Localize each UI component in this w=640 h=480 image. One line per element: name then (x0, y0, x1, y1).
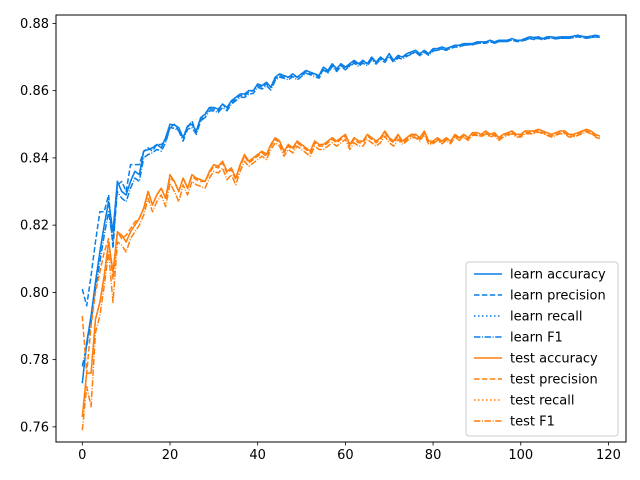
x-axis: 0 20 40 60 80 100 120 (78, 442, 621, 463)
axes-frame (55, 14, 627, 443)
series-line-learn-recall (81, 34, 600, 384)
x-tick-label: 60 (337, 448, 354, 463)
y-axis: 0.76 0.78 0.80 0.82 0.84 0.86 0.88 (20, 17, 56, 435)
y-tick-label: 0.80 (20, 286, 49, 301)
y-tick-label: 0.86 (20, 84, 49, 99)
legend-label: learn precision (510, 289, 606, 304)
series-line-learn-F1 (81, 35, 600, 367)
y-tick-label: 0.84 (20, 151, 49, 166)
legend-label: test accuracy (510, 352, 598, 367)
x-tick-label: 120 (596, 448, 621, 463)
y-tick-label: 0.78 (20, 353, 49, 368)
x-tick-label: 100 (508, 448, 533, 463)
legend-label: test F1 (510, 415, 555, 430)
legend-label: test recall (510, 394, 575, 409)
y-tick-label: 0.88 (20, 17, 49, 32)
y-tick-label: 0.82 (20, 219, 49, 234)
x-tick-label: 80 (425, 448, 442, 463)
x-tick-label: 20 (162, 448, 179, 463)
legend: learn accuracy learn precision learn recal… (465, 261, 619, 437)
x-tick-label: 0 (78, 448, 86, 463)
series-line-test-recall (81, 128, 600, 417)
legend-box (465, 261, 619, 437)
legend-label: test precision (510, 373, 598, 388)
legend-label: learn recall (510, 310, 582, 325)
series-line-test-precision (81, 130, 600, 374)
series-lines (81, 34, 600, 431)
y-tick-label: 0.76 (20, 420, 49, 435)
legend-label: learn F1 (510, 331, 563, 346)
x-tick-label: 40 (249, 448, 266, 463)
legend-label: learn accuracy (510, 268, 606, 283)
